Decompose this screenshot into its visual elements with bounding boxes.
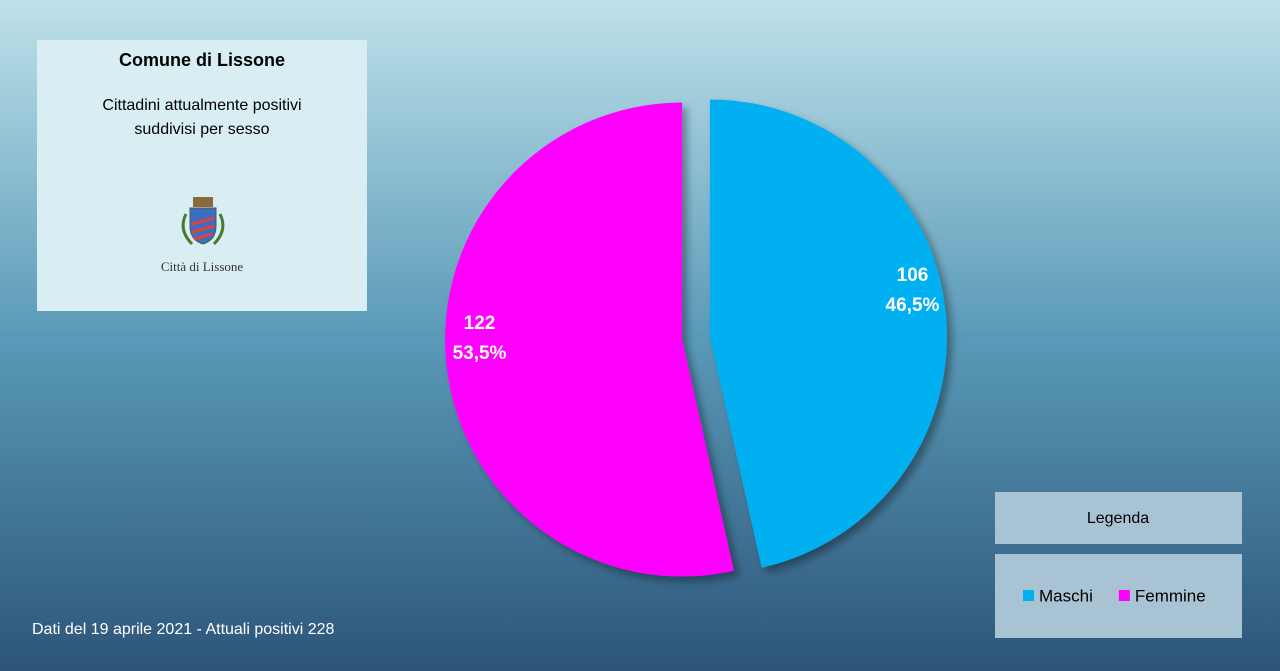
pie-slice xyxy=(709,99,947,568)
title: Comune di Lissone xyxy=(119,50,285,70)
info-box xyxy=(37,40,367,311)
legend-title-box xyxy=(995,492,1242,544)
pie xyxy=(445,99,947,577)
legend-label: Femmine xyxy=(1135,586,1206,605)
logo xyxy=(181,197,225,246)
value-label: 122 xyxy=(464,313,496,334)
logo-caption: Città di Lissone xyxy=(161,259,244,274)
legend-swatch xyxy=(1023,590,1034,601)
subtitle: suddivisi per sesso xyxy=(134,121,269,138)
legend-box xyxy=(995,554,1242,638)
legend-swatch xyxy=(1118,590,1130,601)
percentage-label: 53,5% xyxy=(453,343,507,364)
subtitle: Cittadini attualmente positivi xyxy=(102,97,301,114)
percentage-label: 46,5% xyxy=(886,295,940,316)
legend-title: Legenda xyxy=(1087,510,1149,527)
value-label: 106 xyxy=(897,265,929,286)
footer: Dati del 19 aprile 2021 - Attuali positi… xyxy=(32,621,335,638)
legend-label: Maschi xyxy=(1039,586,1093,605)
pie-slice xyxy=(445,102,734,577)
